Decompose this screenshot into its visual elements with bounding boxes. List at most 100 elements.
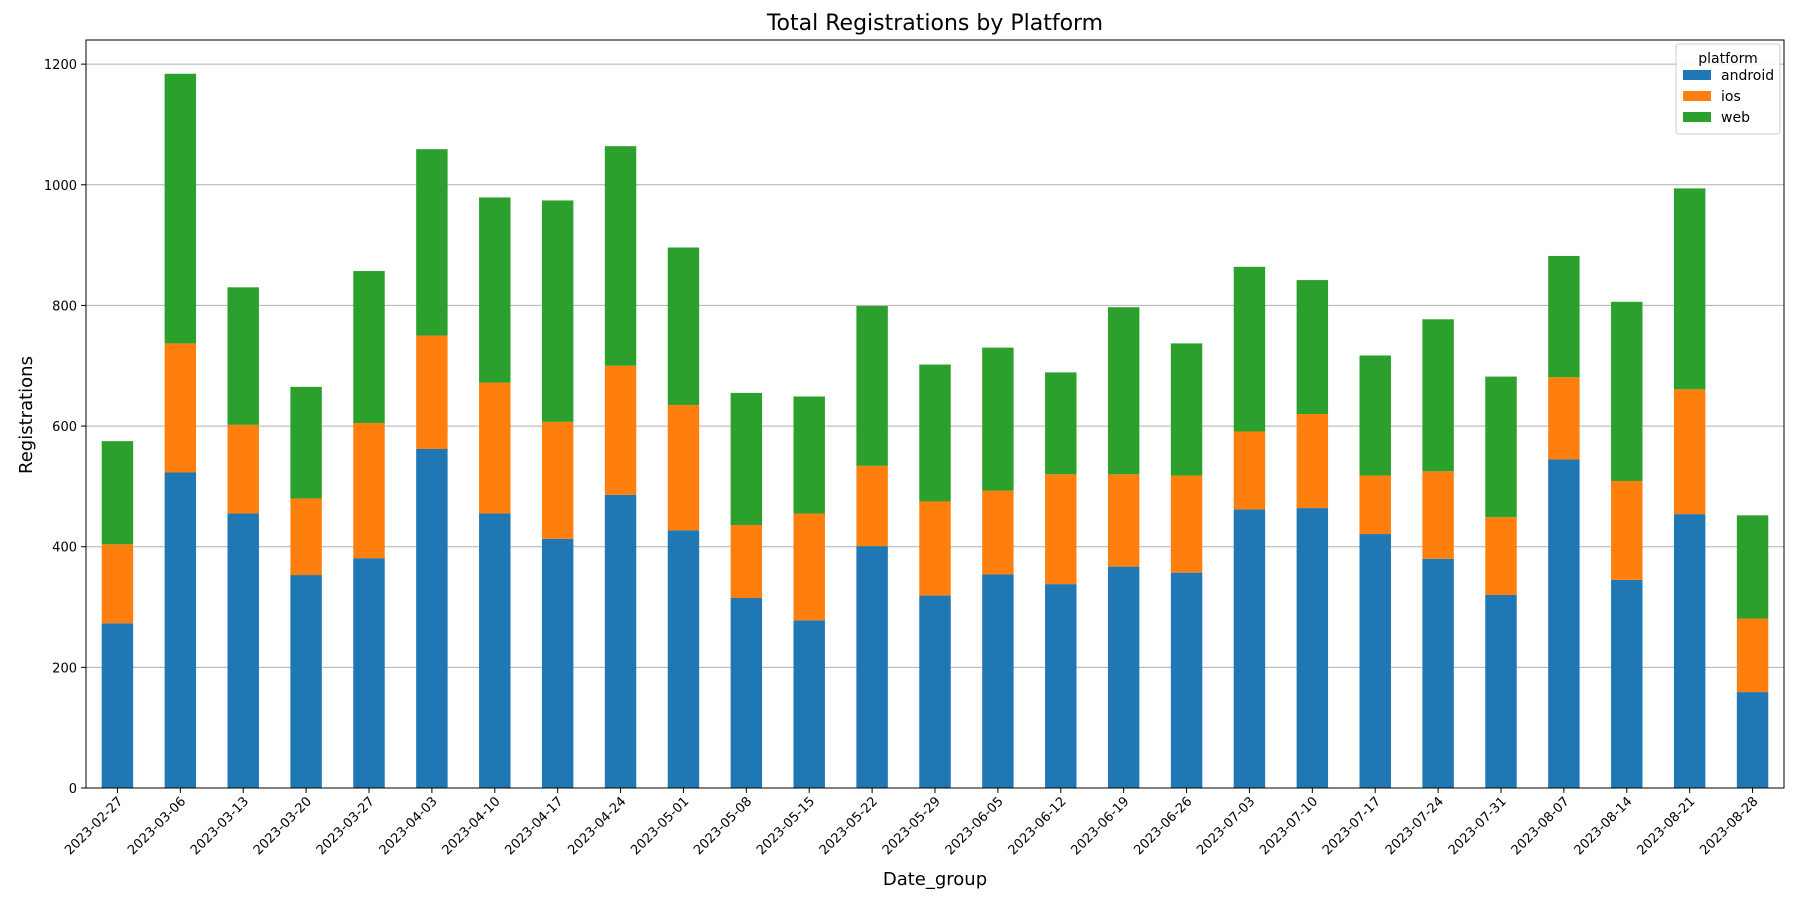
bar-segment-ios (730, 524, 763, 598)
bar-segment-ios (164, 343, 197, 473)
x-tick-label: 2023-06-19 (1068, 794, 1132, 858)
bar-segment-web (1422, 319, 1454, 472)
x-tick-label: 2023-03-27 (314, 794, 378, 858)
bar-segment-android (1736, 692, 1769, 788)
bar-segment-android (353, 558, 385, 788)
bar-segment-ios (1296, 414, 1329, 509)
bar-segment-android (1611, 579, 1643, 788)
bar-segment-web (1485, 376, 1517, 518)
bar-segment-ios (856, 465, 888, 547)
y-tick-label: 200 (52, 661, 77, 676)
bar-segment-ios (1233, 431, 1266, 510)
x-tick-label: 2023-06-26 (1131, 794, 1195, 858)
legend-title: platform (1698, 51, 1758, 67)
bar-segment-ios (604, 365, 637, 495)
bar-segment-android (1485, 594, 1517, 788)
bar-segment-web (101, 441, 134, 545)
bar-segment-web (416, 149, 448, 336)
bar-segment-android (1233, 509, 1266, 788)
bar-segment-ios (1045, 474, 1077, 585)
bar-segment-web (730, 392, 763, 525)
bar-segment-android (793, 620, 825, 788)
bar-segment-web (1233, 266, 1266, 432)
bar-segment-web (1736, 515, 1769, 619)
legend-frame (1675, 43, 1781, 135)
bar-segment-android (541, 538, 574, 788)
y-tick-label: 600 (52, 420, 77, 435)
x-tick-label: 2023-03-06 (125, 794, 189, 858)
bar-segment-web (479, 197, 511, 383)
bar-segment-android (164, 472, 197, 788)
bar-segment-android (1359, 534, 1391, 788)
y-tick-label: 400 (52, 541, 77, 556)
bar-segment-ios (1548, 377, 1580, 460)
bar-segment-android (982, 574, 1014, 788)
bar-segment-ios (1736, 618, 1769, 693)
legend: platform android ios web (1675, 43, 1781, 135)
legend-label-android: android (1721, 68, 1774, 84)
legend-swatch-ios (1683, 91, 1711, 101)
bars (101, 73, 1769, 788)
legend-swatch-android (1683, 70, 1711, 80)
bar-segment-ios (1485, 517, 1517, 595)
bar-segment-android (290, 575, 322, 788)
x-tick-label: 2023-04-03 (377, 794, 441, 858)
bar-segment-web (856, 306, 888, 466)
bar-segment-android (856, 546, 888, 788)
x-tick-label: 2023-08-21 (1634, 794, 1698, 858)
bar-segment-web (164, 73, 197, 344)
x-tick-label: 2023-05-01 (628, 794, 692, 858)
bar-segment-ios (1422, 471, 1454, 559)
bar-segment-android (1045, 584, 1077, 788)
bar-segment-android (1548, 459, 1580, 788)
bar-segment-web (1045, 372, 1077, 475)
bar-segment-ios (1673, 389, 1706, 515)
bar-segment-web (1359, 355, 1391, 476)
x-tick-label: 2023-03-13 (188, 794, 252, 858)
legend-items: android ios web (1683, 68, 1774, 126)
bar-segment-web (604, 146, 637, 366)
x-tick-label: 2023-08-28 (1697, 794, 1761, 858)
x-axis-ticks: 2023-02-272023-03-062023-03-132023-03-20… (62, 788, 1761, 858)
y-tick-label: 0 (69, 782, 77, 797)
y-tick-label: 1000 (44, 179, 77, 194)
bar-segment-android (1170, 572, 1203, 788)
bar-segment-ios (101, 544, 134, 624)
bar-segment-web (793, 396, 825, 514)
bar-segment-android (101, 623, 134, 788)
x-tick-label: 2023-05-08 (691, 794, 755, 858)
bar-segment-ios (227, 424, 259, 514)
bar-segment-web (667, 247, 700, 405)
bar-segment-web (1611, 301, 1643, 481)
bar-segment-web (1548, 255, 1580, 378)
x-tick-label: 2023-06-05 (943, 794, 1007, 858)
bar-segment-android (416, 448, 448, 788)
bar-segment-android (227, 513, 259, 788)
x-tick-label: 2023-04-17 (502, 794, 566, 858)
legend-swatch-web (1683, 112, 1711, 122)
legend-label-web: web (1721, 110, 1750, 126)
x-tick-label: 2023-06-12 (1006, 794, 1070, 858)
y-tick-label: 1200 (44, 58, 77, 73)
bar-segment-android (667, 530, 700, 788)
bar-segment-ios (919, 501, 951, 596)
bar-segment-web (290, 386, 322, 499)
x-tick-label: 2023-07-10 (1257, 794, 1321, 858)
x-tick-label: 2023-05-29 (880, 794, 944, 858)
x-tick-label: 2023-08-14 (1572, 794, 1636, 858)
x-tick-label: 2023-05-22 (817, 794, 881, 858)
bar-segment-web (919, 364, 951, 502)
legend-label-ios: ios (1721, 89, 1741, 105)
x-tick-label: 2023-05-15 (754, 794, 818, 858)
x-tick-label: 2023-07-17 (1320, 794, 1384, 858)
bar-segment-web (982, 347, 1014, 491)
bar-segment-ios (982, 490, 1014, 575)
bar-segment-ios (1359, 475, 1391, 535)
bar-segment-android (1107, 566, 1140, 788)
x-tick-label: 2023-07-24 (1383, 794, 1447, 858)
bar-segment-web (353, 271, 385, 424)
bar-segment-web (1170, 343, 1203, 476)
bar-segment-android (479, 513, 511, 788)
bar-segment-ios (290, 498, 322, 576)
